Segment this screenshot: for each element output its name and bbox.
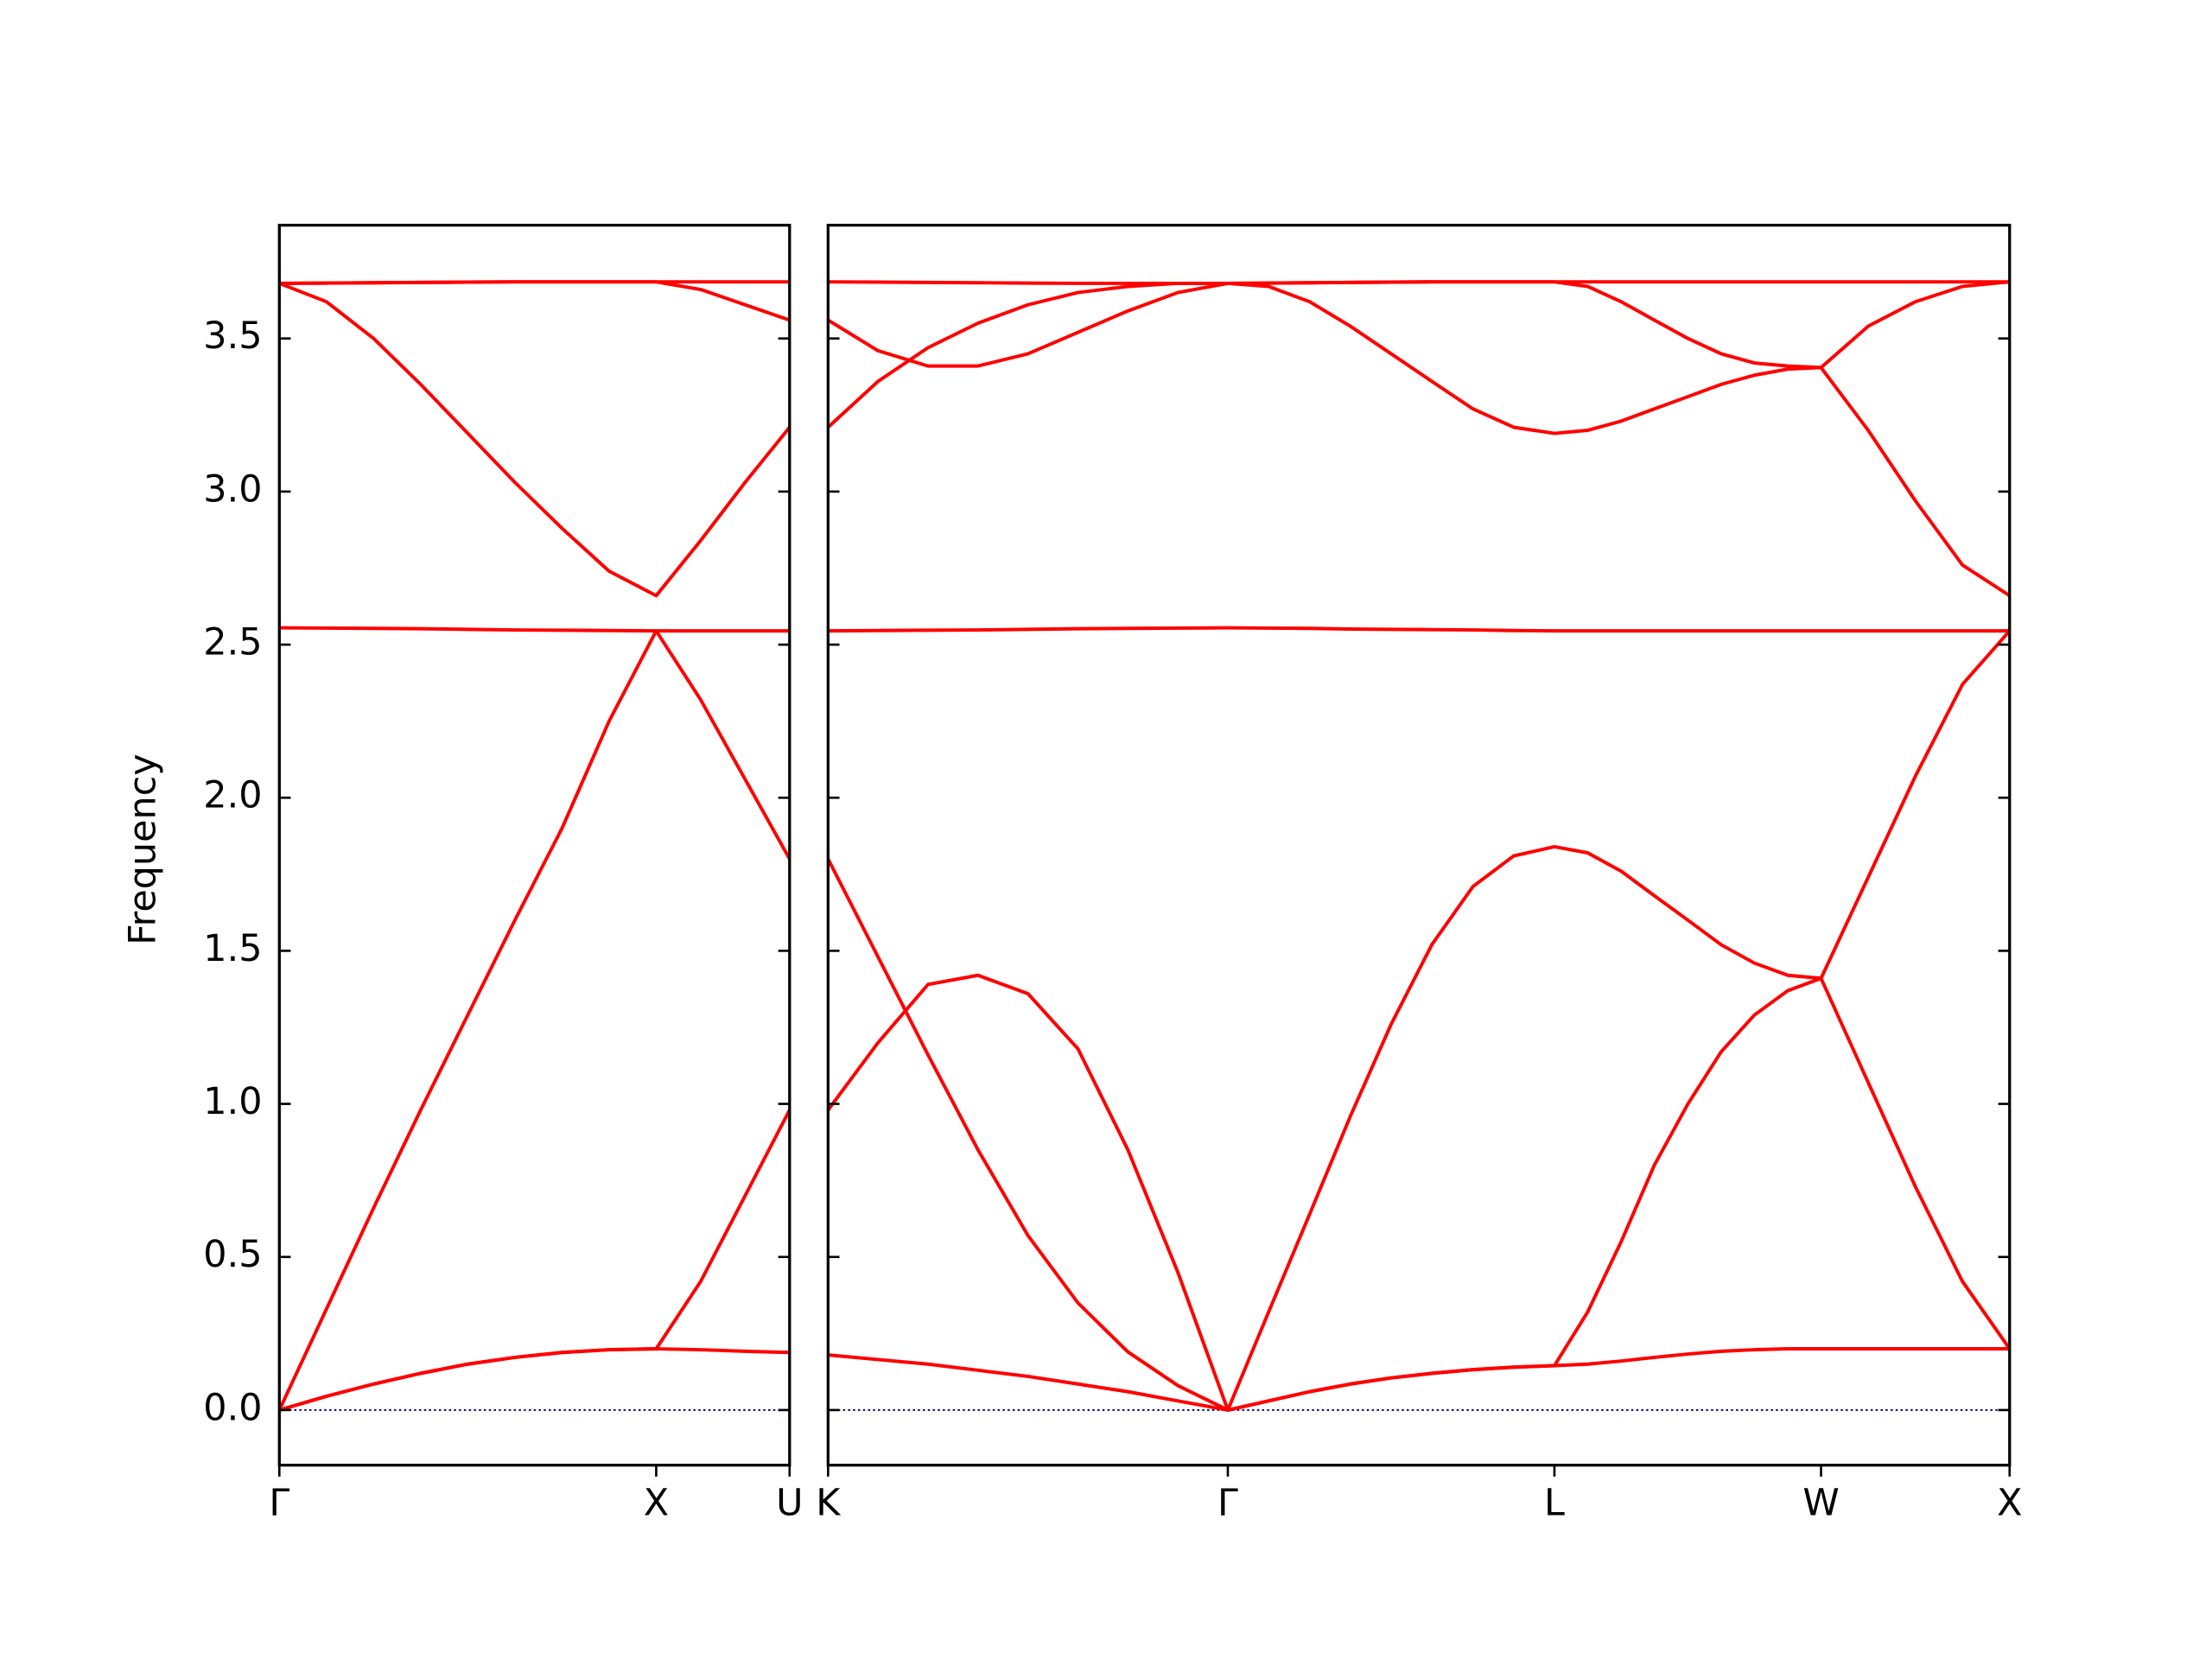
x-tick-label: L	[1544, 1481, 1565, 1524]
band-line	[278, 282, 791, 598]
band-line	[828, 626, 2010, 633]
y-tick-label: 2.0	[203, 774, 262, 817]
y-axis-label: Frequency	[122, 753, 165, 945]
x-tick-label: U	[776, 1481, 803, 1524]
x-tick-label: Γ	[269, 1481, 289, 1524]
x-tick-label: Γ	[1217, 1481, 1238, 1524]
x-tick-label: W	[1802, 1481, 1839, 1524]
plot-frame	[826, 223, 2012, 1467]
plot-frame	[277, 223, 791, 1467]
band-line	[828, 280, 2010, 285]
band-line	[827, 280, 2010, 435]
y-tick-label: 1.5	[203, 927, 262, 970]
band-line	[279, 626, 790, 633]
band-line	[826, 629, 2012, 1412]
x-tick-label: X	[1997, 1481, 2022, 1524]
y-tick-label: 0.5	[203, 1233, 262, 1276]
y-tick-label: 1.0	[203, 1080, 262, 1123]
y-tick-label: 2.5	[203, 621, 262, 664]
x-tick-label: X	[644, 1481, 669, 1524]
band-line	[277, 629, 791, 1411]
band-line	[279, 280, 791, 322]
y-tick-label: 3.5	[203, 315, 262, 358]
y-tick-label: 0.0	[203, 1386, 262, 1429]
y-tick-label: 3.0	[203, 467, 262, 511]
band-line	[826, 844, 2012, 1412]
band-line	[278, 1109, 791, 1412]
x-tick-label: K	[816, 1481, 842, 1524]
